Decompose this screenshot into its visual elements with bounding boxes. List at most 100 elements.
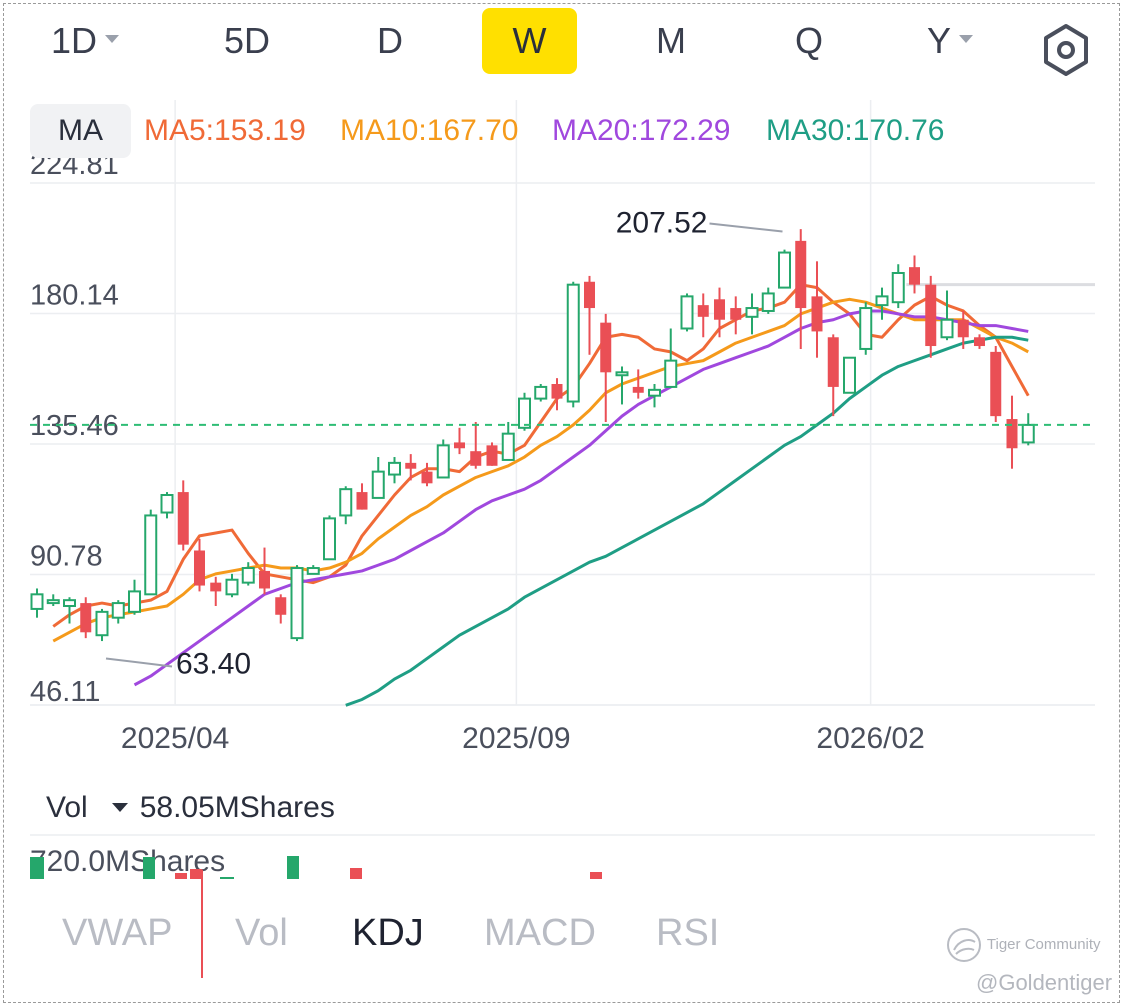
candle [290,565,304,642]
candle-body [584,281,595,309]
candle [600,313,612,422]
candle-body [194,550,205,586]
candle-body [778,251,791,289]
candle [891,264,905,309]
watermark-brand: Tiger Community [945,926,1101,964]
settings-icon[interactable] [1038,22,1094,78]
candle-body [534,385,548,400]
tab-y[interactable]: Y [900,8,1000,74]
candle-body [290,567,304,640]
volume-bar [220,877,234,879]
candle [454,427,465,455]
volume-value: 58.05MShares [139,791,335,824]
candle [356,483,368,510]
candle-body [323,517,336,561]
candle-body [356,492,368,510]
caret-down-icon [111,803,128,812]
tab-macd[interactable]: MACD [484,912,596,954]
candle-body [1021,423,1035,444]
candle [615,366,629,405]
candle [843,356,856,394]
candle-body [225,578,239,596]
x-tick-label: 2025/09 [462,722,570,755]
candle [1006,395,1018,469]
tab-q[interactable]: Q [794,20,823,61]
candle [241,562,255,586]
screenshot-frame [3,3,1120,1003]
tab-vol[interactable]: Vol [235,912,288,954]
candle-body [925,284,937,347]
candle [664,328,678,388]
candle-body [761,292,775,312]
candle [697,293,709,338]
candle-body [940,318,954,339]
candle [1021,413,1035,446]
candle-body [875,295,889,307]
candle [534,384,548,402]
candle [259,547,270,595]
tab-vwap[interactable]: VWAP [62,912,173,954]
candle [761,287,775,314]
tab-w[interactable]: W [482,8,577,74]
candle [940,290,954,341]
candle [388,457,401,484]
candle-body [339,488,353,517]
candle [275,594,287,624]
candle [827,334,839,417]
tiger-logo-icon [947,928,981,962]
candle-body [843,356,856,394]
candle-body [371,470,385,499]
candle-body [632,386,644,393]
candle-body [63,599,76,608]
candle-body [160,494,174,514]
candle [144,509,158,596]
chevron-down-icon [959,35,973,44]
tab-kdj[interactable]: KDJ [352,912,424,954]
candle-body [128,590,141,613]
tab-rsi[interactable]: RSI [656,912,720,954]
high-leader-line [709,222,783,233]
candle [745,293,759,335]
volume-bar [590,872,602,879]
candle [63,597,76,624]
tab-5d[interactable]: 5D [223,20,271,61]
candle [225,573,239,598]
candle-body [275,597,287,615]
candle [957,310,969,349]
candle [194,538,205,592]
candle-body [600,322,612,373]
ma-button[interactable]: MA [30,104,131,158]
candle [405,454,417,481]
candle [323,515,336,561]
candle [566,281,580,408]
candle [648,384,661,408]
volume-bar [143,857,155,879]
candle-body [957,319,969,338]
candle-body [259,570,270,589]
tab-m[interactable]: M [656,20,686,61]
tab-1d[interactable]: 1D [30,8,140,74]
volume-label: Vol [46,791,88,824]
ma5-value: MA5:153.19 [144,114,306,147]
tab-d[interactable]: D [377,20,403,61]
candle-body [144,514,158,596]
candle [795,229,807,349]
candle [680,293,694,332]
candle-body [405,462,417,469]
period-tabs: 1D 5D D W M Q Y [0,8,1125,76]
volume-bar [30,857,44,879]
candle-body [697,305,709,317]
candle-body [730,308,742,320]
candle-body [811,296,823,332]
candle [436,439,450,479]
y-tick-label: 90.78 [30,541,103,573]
candle-body [241,567,255,584]
candle [339,486,353,525]
candle [177,480,189,551]
candle-body [501,432,515,461]
volume-header[interactable]: Vol 58.05MShares [46,791,335,831]
candle [470,421,482,469]
candle-body [421,471,433,484]
candle-body [714,299,725,320]
